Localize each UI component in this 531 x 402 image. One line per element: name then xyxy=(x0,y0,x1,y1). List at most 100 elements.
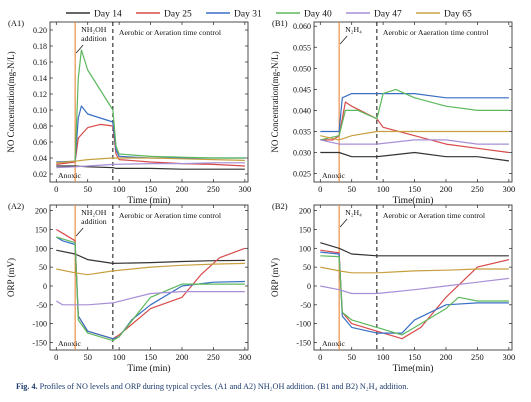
legend-label: Day 47 xyxy=(374,10,402,20)
series-line-day-65 xyxy=(56,262,245,276)
y-tick-label: 0.045 xyxy=(293,85,311,94)
legend-item-day-31: Day 31 xyxy=(206,10,262,20)
y-tick-label: 0.02 xyxy=(33,170,47,179)
legend-item-day-40: Day 40 xyxy=(276,10,332,20)
x-tick-label: 0 xyxy=(54,352,58,362)
x-tick-label: 150 xyxy=(408,184,421,194)
y-tick-label: 100 xyxy=(299,244,311,253)
caption-text: Profiles of NO levels and ORP during typ… xyxy=(39,382,409,391)
panel-tag: (B1) xyxy=(272,18,288,28)
anoxic-annotation: Anoxic xyxy=(58,339,81,348)
chart-panel-b1: 0 50 100 150 200 250 300 0.025 0.030 0.035 0.040 0.… xyxy=(270,18,515,206)
series-line-day-14 xyxy=(56,249,245,264)
y-axis-label: NO Concentration(mg-N/L) xyxy=(6,51,16,152)
y-tick-label: 150 xyxy=(35,225,47,234)
legend-label: Day 40 xyxy=(304,10,332,20)
x-tick-label: 200 xyxy=(176,184,189,194)
x-tick-label: 0 xyxy=(318,184,322,194)
y-tick-label: -100 xyxy=(32,320,47,329)
x-tick-label: 0 xyxy=(54,184,58,194)
series-line-day-31 xyxy=(56,105,245,163)
anoxic-annotation: Anoxic xyxy=(58,171,81,180)
legend-item-day-65: Day 65 xyxy=(416,10,472,20)
x-tick-label: 250 xyxy=(471,352,484,362)
x-tick-label: 50 xyxy=(83,184,92,194)
y-tick-label: 0.20 xyxy=(33,26,47,35)
x-axis-label: Time (min) xyxy=(127,195,170,206)
y-axis-label: NO Concentration(mg-N/L) xyxy=(270,51,280,152)
control-annotation: Aerobic or Aeration time control xyxy=(119,28,222,37)
anoxic-annotation: Anoxic xyxy=(322,339,345,348)
x-tick-label: 100 xyxy=(113,184,126,194)
y-tick-label: 0.040 xyxy=(293,106,311,115)
legend-label: Day 25 xyxy=(164,10,192,20)
y-tick-label: 200 xyxy=(35,207,47,216)
y-tick-label: 0.035 xyxy=(293,127,311,136)
y-tick-label: 0.04 xyxy=(33,154,47,163)
panel-tag: (B2) xyxy=(272,201,288,211)
series-line-day-40 xyxy=(56,49,245,164)
chart-panel-a2: 0 50 100 150 200 250 300 -150 -100 -50 0 50 100 150 20… xyxy=(6,201,251,374)
series-line-day-31 xyxy=(320,92,509,133)
addition-annotation: NH₂OH addition xyxy=(81,208,107,226)
x-axis-label: Time(min) xyxy=(393,195,434,206)
y-tick-label: 0.050 xyxy=(293,64,311,73)
legend-item-day-14: Day 14 xyxy=(66,10,122,20)
plot-area xyxy=(313,21,513,183)
y-tick-label: 0.12 xyxy=(33,90,47,99)
y-tick-label: -100 xyxy=(296,320,311,329)
x-tick-label: 100 xyxy=(377,184,390,194)
x-tick-label: 200 xyxy=(440,184,453,194)
x-tick-label: 300 xyxy=(238,352,251,362)
y-tick-label: 0.14 xyxy=(33,74,47,83)
y-tick-label: 0.055 xyxy=(293,43,311,52)
y-tick-label: 0.16 xyxy=(33,58,47,67)
plot-area xyxy=(49,21,249,183)
y-tick-label: -50 xyxy=(300,301,311,310)
plot-area xyxy=(313,204,513,351)
series-line-day-47 xyxy=(56,162,245,169)
series-line-day-65 xyxy=(320,130,509,141)
legend-label: Day 31 xyxy=(234,10,262,20)
x-tick-label: 200 xyxy=(440,352,453,362)
addition-arrow xyxy=(75,227,84,237)
x-tick-label: 150 xyxy=(408,352,421,362)
y-tick-label: 0 xyxy=(307,282,311,291)
y-tick-label: 100 xyxy=(35,244,47,253)
series-line-day-14 xyxy=(320,242,509,257)
x-tick-label: 300 xyxy=(502,352,515,362)
y-tick-label: -50 xyxy=(36,301,47,310)
series-line-day-65 xyxy=(56,157,245,164)
y-tick-label: 200 xyxy=(299,207,311,216)
anoxic-annotation: Anoxic xyxy=(322,171,345,180)
y-tick-label: 0 xyxy=(43,282,47,291)
control-annotation: Aerobic or Aeration time control xyxy=(119,211,222,220)
y-tick-label: -150 xyxy=(296,338,311,347)
x-tick-label: 250 xyxy=(471,184,484,194)
x-tick-label: 50 xyxy=(83,352,92,362)
addition-arrow xyxy=(75,44,84,54)
panel-tag: (A2) xyxy=(8,201,24,211)
series-line-day-47 xyxy=(320,277,509,295)
series-line-day-40 xyxy=(56,236,245,342)
legend-item-day-47: Day 47 xyxy=(346,10,402,20)
series-line-day-25 xyxy=(55,228,246,340)
legend-label: Day 65 xyxy=(444,10,472,20)
series-line-day-40 xyxy=(320,88,509,141)
y-axis-label: ORP (mV) xyxy=(6,258,16,297)
y-tick-label: 0.06 xyxy=(33,138,47,147)
addition-arrow xyxy=(339,218,348,228)
y-tick-label: 50 xyxy=(39,263,47,272)
x-tick-label: 100 xyxy=(377,352,390,362)
y-tick-label: 0.10 xyxy=(33,106,47,115)
x-axis-label: Time (min) xyxy=(127,363,170,374)
chart-panel-b2: 0 50 100 150 200 250 300 -150 -100 -50 0 50 100 150 20… xyxy=(270,201,515,374)
addition-annotation: N₂H₄ xyxy=(345,25,362,34)
x-tick-label: 150 xyxy=(144,184,157,194)
x-tick-label: 300 xyxy=(238,184,251,194)
x-tick-label: 300 xyxy=(502,184,515,194)
y-tick-label: 0.08 xyxy=(33,122,47,131)
chart-panel-a1: 0 50 100 150 200 250 300 0.02 0.04 0.06 0.08 0.10 0.… xyxy=(6,18,251,206)
y-tick-label: 150 xyxy=(299,225,311,234)
